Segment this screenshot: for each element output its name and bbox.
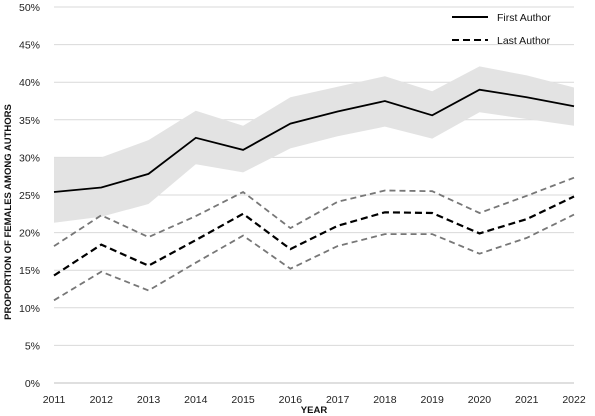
last-author-line (53, 195, 575, 277)
y-tick-label: 30% (19, 152, 40, 164)
y-tick-label: 0% (25, 378, 40, 390)
confidence-bands (54, 66, 574, 223)
y-tick-label: 15% (19, 265, 40, 277)
x-tick-label: 2012 (90, 394, 114, 406)
legend-label-last-author: Last Author (497, 35, 551, 47)
x-tick-label: 2011 (43, 394, 66, 406)
x-tick-label: 2016 (279, 394, 303, 406)
x-axis-title: YEAR (301, 405, 328, 416)
y-tick-label: 5% (25, 340, 40, 352)
x-tick-label: 2018 (373, 394, 397, 406)
x-tick-label: 2019 (421, 394, 445, 406)
x-tick-label: 2013 (137, 394, 161, 406)
y-tick-label: 10% (19, 303, 40, 315)
y-tick-label: 35% (19, 115, 40, 127)
last-author-ci-upper-line (53, 176, 575, 247)
x-tick-label: 2022 (562, 394, 586, 406)
x-tick-label: 2020 (468, 394, 492, 406)
series-lines (53, 88, 575, 302)
first-author-ci-band (54, 66, 574, 223)
x-tick-label: 2014 (184, 394, 208, 406)
y-tick-label: 40% (19, 77, 40, 89)
first-author-line (53, 88, 575, 193)
legend-label-first-author: First Author (497, 12, 551, 24)
y-axis-ticks: 0% 5% 10% 15% 20% 25% 30% 35% 40% 45% 50% (19, 2, 40, 390)
x-tick-label: 2015 (231, 394, 255, 406)
x-tick-label: 2017 (326, 394, 350, 406)
y-tick-label: 25% (19, 190, 40, 202)
y-tick-label: 20% (19, 228, 40, 240)
legend: First Author Last Author (452, 12, 551, 47)
y-tick-label: 45% (19, 40, 40, 52)
y-tick-label: 50% (19, 2, 40, 14)
x-axis-ticks: 2011 2012 2013 2014 2015 2016 2017 2018 2019 2020… (43, 394, 586, 406)
x-tick-label: 2021 (515, 394, 539, 406)
last-author-ci-lower-line (53, 213, 575, 302)
y-axis-title: PROPORTION OF FEMALES AMONG AUTHORS (3, 104, 14, 320)
